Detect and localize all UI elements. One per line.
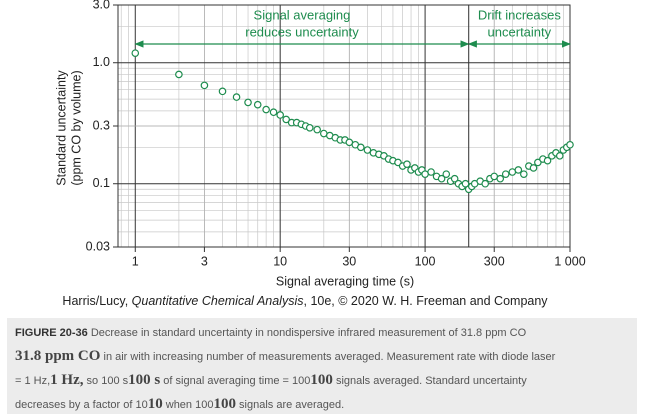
data-point — [461, 179, 470, 188]
caption-line: FIGURE 20-36 Decrease in standard uncert… — [15, 322, 629, 345]
source-authors: Harris/Lucy, — [62, 294, 131, 308]
x-tick-label: 10 — [273, 254, 287, 268]
y-tick-label: 1.0 — [93, 55, 110, 69]
data-point — [269, 108, 278, 117]
data-point — [131, 49, 140, 57]
y-tick-label: 0.03 — [86, 239, 110, 253]
data-point — [200, 81, 209, 90]
source-rest: , 10e, © 2020 W. H. Freeman and Company — [304, 294, 549, 308]
caption-line: 31.8 ppm CO in air with increasing numbe… — [15, 345, 629, 369]
caption-text: signals are averaged. — [239, 399, 345, 411]
y-tick-label: 0.3 — [93, 118, 110, 132]
y-tick-label: 3.0 — [93, 0, 110, 11]
region-label: uncertainty — [488, 24, 552, 39]
data-point — [313, 125, 321, 134]
data-point — [481, 179, 490, 188]
figure-label: FIGURE 20-36 — [15, 327, 88, 339]
data-point — [244, 98, 252, 107]
y-axis-label: (ppm CO by volume) — [69, 70, 83, 185]
data-point — [253, 100, 262, 109]
plot-frame — [117, 4, 571, 248]
x-tick-label: 100 — [415, 254, 436, 268]
data-point — [501, 170, 510, 178]
data-point — [276, 111, 284, 119]
x-tick-label: 1 — [132, 254, 139, 268]
x-axis-label: Signal averaging time (s) — [276, 274, 414, 288]
data-point — [496, 174, 505, 183]
data-point — [262, 105, 270, 114]
source: Harris/Lucy, Quantitative Chemical Analy… — [62, 294, 548, 308]
y-axis-label: Standard uncertainty — [54, 70, 68, 186]
caption-text: Decrease in standard uncertainty in nond… — [90, 327, 527, 339]
data-point — [356, 143, 365, 152]
caption-overlay: 1 Hz, — [50, 372, 84, 388]
caption-text: in air with increasing number of measure… — [103, 351, 556, 363]
data-point — [555, 152, 564, 160]
data-point — [450, 174, 459, 183]
data-point — [566, 140, 574, 149]
caption-text: signals averaged. Standard uncertainty — [335, 375, 527, 387]
caption-overlay: 100 — [310, 372, 333, 388]
data-point — [403, 160, 411, 169]
region-label: Signal averaging — [254, 7, 351, 22]
data-point — [520, 170, 528, 178]
data-point — [218, 87, 227, 96]
data-point — [437, 174, 446, 183]
data-point — [305, 123, 314, 132]
source-title: Quantitative Chemical Analysis — [132, 294, 304, 308]
caption-overlay: 100 s — [128, 372, 161, 388]
caption: FIGURE 20-36 Decrease in standard uncert… — [7, 318, 637, 414]
caption-text: = 1 Hz, — [15, 375, 51, 387]
chart: Standard uncertainty (ppm CO by volume) … — [54, 0, 585, 308]
data-point — [534, 158, 542, 167]
caption-line: = 1 Hz,1 Hz, so 100 s100 s of signal ave… — [15, 369, 629, 393]
x-tick-label: 1 000 — [554, 254, 585, 268]
data-point — [363, 146, 372, 154]
data-point — [442, 170, 451, 178]
caption-text: decreases by a factor of 10 — [15, 399, 148, 411]
data-point — [514, 166, 523, 174]
data-point — [543, 156, 552, 165]
x-tick-label: 30 — [342, 254, 356, 268]
region-label: Drift increases — [478, 7, 562, 22]
data-point — [175, 70, 183, 79]
x-tick-label: 3 — [201, 254, 208, 268]
region-label: reduces uncertainty — [245, 24, 359, 39]
caption-overlay: 31.8 ppm CO — [15, 348, 101, 364]
caption-overlay: 100 — [213, 396, 236, 412]
caption-text: of signal averaging time = 100 — [163, 375, 311, 387]
data-point — [529, 164, 538, 172]
data-point — [282, 115, 290, 124]
caption-line: decreases by a factor of 1010 when 10010… — [15, 393, 629, 417]
y-tick-label: 0.1 — [93, 176, 110, 190]
caption-overlay: 10 — [147, 396, 163, 412]
data-point — [427, 168, 435, 176]
caption-text: when 100 — [165, 399, 214, 411]
x-tick-label: 300 — [484, 254, 505, 268]
caption-text: so 100 s — [86, 375, 129, 387]
data-point — [232, 93, 241, 101]
